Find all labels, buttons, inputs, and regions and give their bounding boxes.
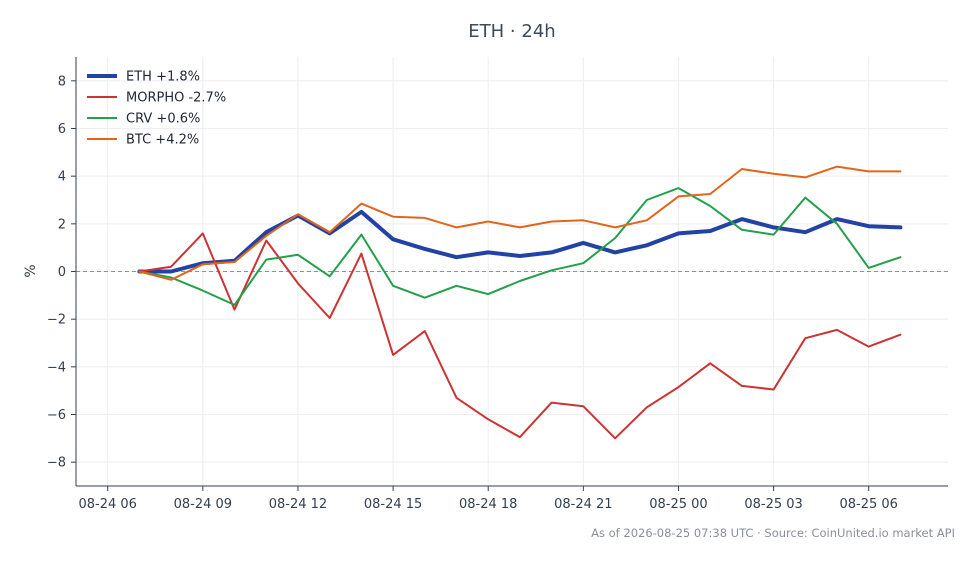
y-axis-label: % xyxy=(23,264,39,277)
x-tick-label-1: 08-24 09 xyxy=(174,497,232,512)
x-tick-label-6: 08-25 00 xyxy=(649,497,707,512)
legend: ETH +1.8% MORPHO -2.7% CRV +0.6% BTC +4.2% xyxy=(87,70,226,148)
y-tick-label-7: 6 xyxy=(58,122,66,137)
x-tick-label-2: 08-24 12 xyxy=(269,497,327,512)
y-tick-label-4: 0 xyxy=(58,265,66,280)
series-line-3 xyxy=(138,165,902,281)
series-lines xyxy=(137,165,903,440)
y-tick-label-2: −4 xyxy=(47,360,66,375)
series-line-2 xyxy=(138,187,902,306)
x-tick-label-3: 08-24 15 xyxy=(364,497,422,512)
y-tick-label-6: 4 xyxy=(58,170,66,185)
legend-label-2: CRV +0.6% xyxy=(126,112,200,127)
x-tick-label-7: 08-25 03 xyxy=(744,497,802,512)
y-tick-label-5: 2 xyxy=(58,217,66,232)
x-tick-label-4: 08-24 18 xyxy=(459,497,517,512)
legend-label-1: MORPHO -2.7% xyxy=(126,91,226,106)
legend-label-3: BTC +4.2% xyxy=(126,133,199,148)
chart-title: ETH · 24h xyxy=(468,21,555,42)
x-tick-label-8: 08-25 06 xyxy=(840,497,898,512)
y-tick-label-0: −8 xyxy=(47,456,66,471)
x-tick-label-5: 08-24 21 xyxy=(554,497,612,512)
y-tick-label-1: −6 xyxy=(47,408,66,423)
legend-label-0: ETH +1.8% xyxy=(126,70,200,85)
y-tick-label-3: −2 xyxy=(47,313,66,328)
footer-source: As of 2026-08-25 07:38 UTC · Source: Coi… xyxy=(591,526,955,540)
tick-labels: 08-24 06 08-24 09 08-24 12 08-24 15 08-24 18… xyxy=(47,74,898,512)
series-line-0 xyxy=(137,209,903,274)
y-tick-label-8: 8 xyxy=(58,74,66,89)
series-line-1 xyxy=(138,232,902,440)
x-tick-label-0: 08-24 06 xyxy=(78,497,136,512)
